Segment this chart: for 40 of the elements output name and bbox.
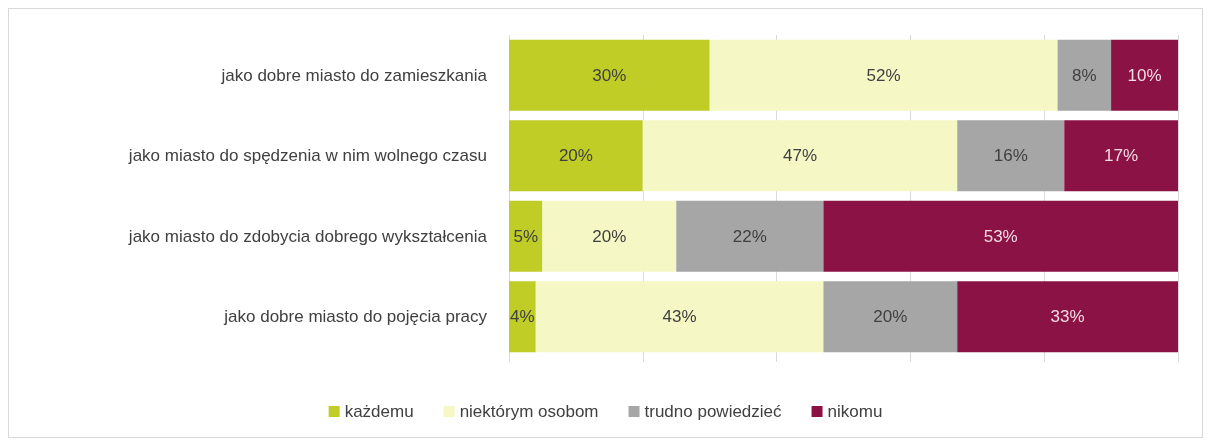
bar [509,281,536,353]
data-label: 22% [732,226,767,246]
bar [509,120,643,192]
data-label: 53% [983,226,1018,246]
bar [642,120,958,192]
bar [1111,39,1178,111]
y-tick-label: jako miasto do zdobycia dobrego wykształcenia [127,226,488,246]
data-label: 30% [592,65,627,85]
data-label: 52% [866,65,901,85]
data-label: 33% [1050,307,1085,327]
bar [542,200,677,272]
y-tick-label: jako dobre miasto do pojęcia pracy [223,307,488,327]
data-label: 16% [993,146,1028,166]
legend-label: nikomu [827,402,883,421]
y-tick-label: jako dobre miasto do zamieszkania [220,65,488,85]
data-label: 20% [558,146,593,166]
data-label: 43% [662,307,697,327]
bar [1057,39,1112,111]
bar [957,281,1178,353]
bar [823,200,1178,272]
data-label: 20% [873,307,908,327]
data-label: 4% [510,307,535,327]
data-label: 5% [513,226,539,246]
bar [823,281,958,353]
bar [676,200,824,272]
bar [509,200,543,272]
bar [957,120,1065,192]
bar [1064,120,1178,192]
data-label: 17% [1104,146,1139,166]
data-label: 10% [1127,65,1162,85]
bar [709,39,1058,111]
legend-label: niektórym osobom [459,402,599,421]
bar [535,281,824,353]
data-label: 8% [1072,65,1097,85]
legend-label: każdemu [344,402,414,421]
legend-label: trudno powiedzieć [644,402,783,421]
data-label: 47% [783,146,818,166]
bar [509,39,710,111]
y-tick-label: jako miasto do spędzenia w nim wolnego czasu [127,146,487,166]
data-label: 20% [592,226,627,246]
